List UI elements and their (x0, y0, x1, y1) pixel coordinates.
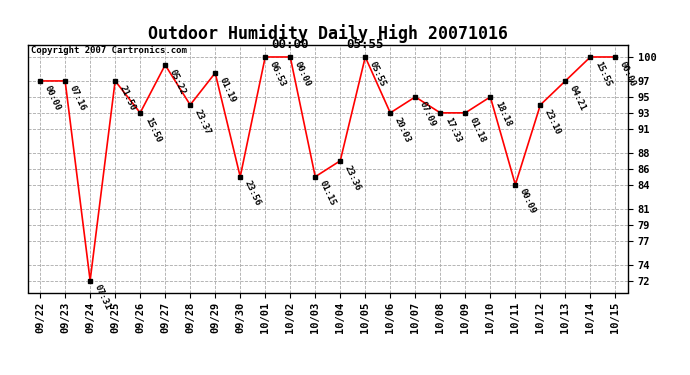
Text: 15:55: 15:55 (593, 60, 613, 88)
Text: 07:31: 07:31 (93, 283, 112, 312)
Text: 07:16: 07:16 (68, 84, 88, 112)
Text: 04:21: 04:21 (568, 84, 588, 112)
Text: 00:00: 00:00 (43, 84, 62, 112)
Text: 21:50: 21:50 (118, 84, 137, 112)
Text: 01:18: 01:18 (468, 116, 488, 144)
Text: 05:22: 05:22 (168, 68, 188, 96)
Text: 18:18: 18:18 (493, 100, 513, 128)
Text: 05:55: 05:55 (368, 60, 388, 88)
Text: 06:53: 06:53 (268, 60, 288, 88)
Text: 23:37: 23:37 (193, 108, 213, 136)
Text: Copyright 2007 Cartronics.com: Copyright 2007 Cartronics.com (30, 46, 186, 55)
Text: 00:00: 00:00 (293, 60, 313, 88)
Text: 01:15: 01:15 (318, 180, 337, 208)
Text: 00:00: 00:00 (271, 38, 309, 51)
Text: 00:00: 00:00 (618, 60, 638, 88)
Title: Outdoor Humidity Daily High 20071016: Outdoor Humidity Daily High 20071016 (148, 24, 508, 44)
Text: 23:56: 23:56 (243, 180, 262, 208)
Text: 20:03: 20:03 (393, 116, 413, 144)
Text: 15:50: 15:50 (143, 116, 162, 144)
Text: 17:33: 17:33 (443, 116, 462, 144)
Text: 01:19: 01:19 (218, 76, 237, 104)
Text: 05:55: 05:55 (346, 38, 384, 51)
Text: 23:10: 23:10 (543, 108, 562, 136)
Text: 00:09: 00:09 (518, 188, 538, 216)
Text: 23:36: 23:36 (343, 164, 362, 192)
Text: 07:09: 07:09 (418, 100, 437, 128)
